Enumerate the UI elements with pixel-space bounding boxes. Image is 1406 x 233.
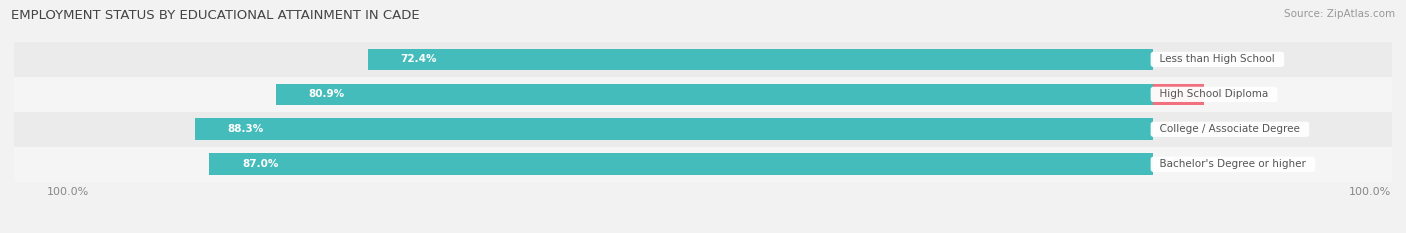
- Text: 80.9%: 80.9%: [308, 89, 344, 99]
- Bar: [209, 154, 1153, 175]
- Bar: [14, 112, 1392, 147]
- Text: 0.0%: 0.0%: [1161, 55, 1191, 64]
- Bar: [195, 118, 1153, 140]
- Text: High School Diploma: High School Diploma: [1153, 89, 1275, 99]
- Text: 0.0%: 0.0%: [1161, 124, 1191, 134]
- Text: Less than High School: Less than High School: [1153, 55, 1281, 64]
- Text: 72.4%: 72.4%: [401, 55, 437, 64]
- Bar: [14, 42, 1392, 77]
- Bar: [1153, 84, 1205, 105]
- Text: 88.3%: 88.3%: [228, 124, 264, 134]
- Text: Source: ZipAtlas.com: Source: ZipAtlas.com: [1284, 9, 1395, 19]
- Bar: [14, 147, 1392, 182]
- Text: College / Associate Degree: College / Associate Degree: [1153, 124, 1306, 134]
- Bar: [368, 49, 1153, 70]
- Text: EMPLOYMENT STATUS BY EDUCATIONAL ATTAINMENT IN CADE: EMPLOYMENT STATUS BY EDUCATIONAL ATTAINM…: [11, 9, 420, 22]
- Text: 0.0%: 0.0%: [1161, 159, 1191, 169]
- Text: 87.0%: 87.0%: [242, 159, 278, 169]
- Text: 4.7%: 4.7%: [1213, 89, 1241, 99]
- Bar: [276, 84, 1153, 105]
- Bar: [14, 77, 1392, 112]
- Text: Bachelor's Degree or higher: Bachelor's Degree or higher: [1153, 159, 1313, 169]
